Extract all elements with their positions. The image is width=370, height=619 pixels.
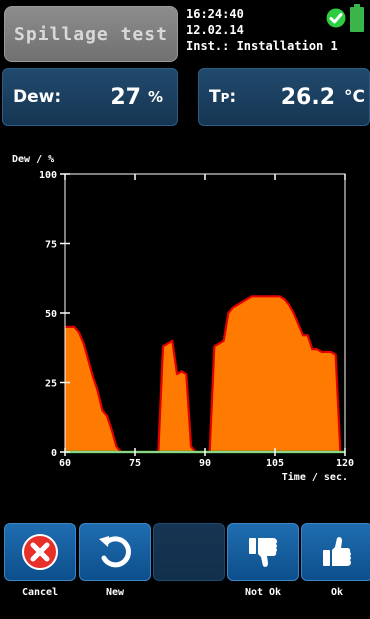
y-axis-label: Dew / % [12, 154, 54, 165]
dew-chart: Dew / % 0 25 50 75 100 60 75 90 105 120 Time / se… [12, 154, 354, 483]
y-tick-label-25: 25 [45, 379, 57, 390]
ok-label: Ok [330, 587, 344, 598]
x-axis-label: Time / sec. [282, 471, 348, 483]
series-area-0 [65, 296, 341, 452]
y-tick-label-50: 50 [45, 309, 57, 320]
installation-name: Inst.: Installation 1 [186, 39, 338, 53]
battery-icon [350, 4, 364, 32]
tp-unit: °C [344, 87, 365, 107]
current-date: 12.02.14 [186, 23, 244, 37]
tp-reading-panel: TP: 26.2 °C [198, 68, 370, 126]
x-tick-label-120: 120 [336, 458, 354, 469]
check-icon [326, 8, 346, 28]
title-button[interactable]: Spillage test [4, 6, 178, 62]
chart-area [65, 295, 345, 454]
chart-ticks: 0 25 50 75 100 60 75 90 105 120 [39, 170, 354, 469]
status-area: 16:24:40 12.02.14 Inst.: Installation 1 [186, 6, 338, 54]
empty-softkey [153, 523, 225, 581]
cancel-button[interactable] [4, 523, 76, 581]
ok-button[interactable] [301, 523, 370, 581]
cancel-label: Cancel [21, 587, 59, 598]
x-tick-label-75: 75 [129, 458, 141, 469]
x-tick-label-60: 60 [59, 458, 71, 469]
thumbs-down-icon [249, 538, 277, 567]
not-ok-label: Not Ok [244, 587, 282, 598]
y-tick-label-75: 75 [45, 240, 57, 251]
not-ok-button[interactable] [227, 523, 299, 581]
thumbs-up-icon [323, 537, 351, 566]
dew-label: Dew: [13, 87, 62, 107]
refresh-icon [99, 536, 131, 568]
y-tick-label-100: 100 [39, 170, 57, 181]
y-tick-label-0: 0 [51, 448, 57, 459]
x-tick-label-90: 90 [199, 458, 211, 469]
x-tick-label-105: 105 [266, 458, 284, 469]
tp-label: TP: [209, 87, 237, 107]
clock-time: 16:24:40 [186, 7, 244, 21]
new-label: New [105, 587, 125, 598]
tp-value: 26.2 [280, 84, 335, 110]
dew-reading-panel: Dew: 27 % [2, 68, 178, 126]
new-button[interactable] [79, 523, 151, 581]
dew-unit: % [147, 88, 163, 106]
cancel-icon [22, 534, 58, 570]
dew-value: 27 [110, 84, 141, 110]
